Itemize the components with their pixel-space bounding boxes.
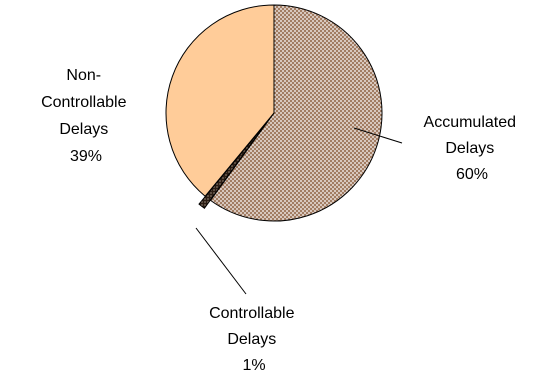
- label-line: Delays: [227, 331, 276, 348]
- leader-lines: [195, 127, 403, 295]
- slice-label-non-controllable-delays: Non- Controllable Delays 39%: [41, 67, 131, 165]
- pie-slices: [165, 4, 383, 222]
- label-line: Controllable: [209, 305, 294, 322]
- percent-label: 60%: [456, 166, 488, 183]
- leader-line-controllable-delays: [195, 227, 247, 295]
- percent-label: 39%: [70, 148, 102, 165]
- label-line: Delays: [59, 121, 108, 138]
- label-line: Controllable: [41, 94, 126, 111]
- slice-controllable-delays: [198, 120, 269, 209]
- percent-label: 1%: [242, 357, 265, 374]
- slice-label-controllable-delays: Controllable Delays 1%: [209, 305, 299, 374]
- label-line: Delays: [445, 140, 494, 157]
- label-line: Non-: [66, 67, 101, 84]
- label-line: Accumulated: [424, 114, 517, 131]
- leader-line-accumulated-delays: [353, 127, 403, 144]
- slice-non-controllable-delays: [165, 4, 275, 197]
- slice-label-accumulated-delays: Accumulated Delays 60%: [424, 114, 521, 183]
- slice-accumulated-delays: [209, 4, 383, 222]
